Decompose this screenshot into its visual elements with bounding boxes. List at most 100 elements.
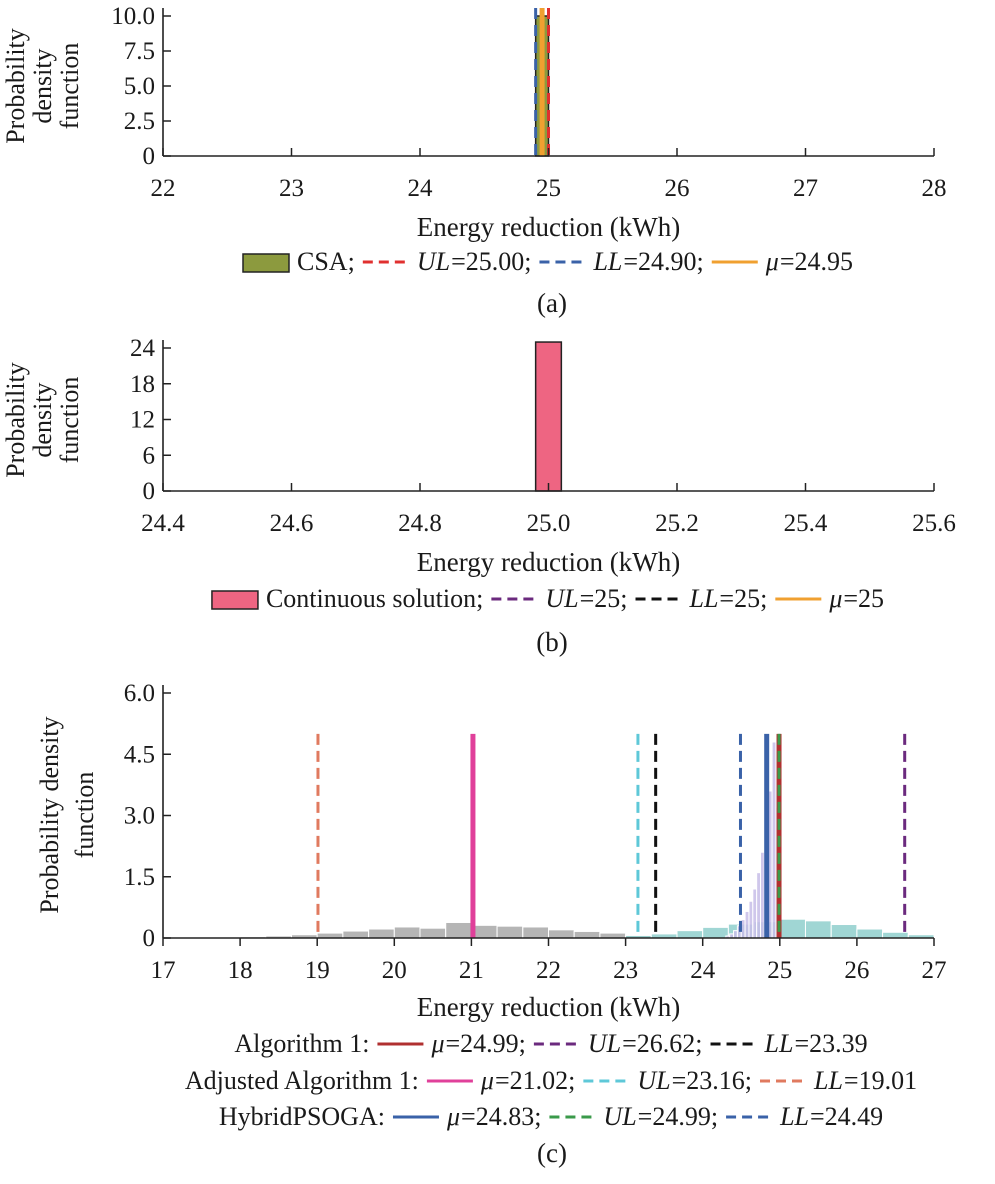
x-tick-label: 23 xyxy=(613,957,638,984)
x-tick-label: 17 xyxy=(151,957,176,984)
chart-panel-c: 17 18 19 20 21 22 23 24 25 26 27 0 1.5 3.0 4.5 6.0 Proba… xyxy=(35,680,947,1168)
y-axis-label: density xyxy=(28,382,57,457)
x-tick-label: 28 xyxy=(922,175,947,202)
y-tick-label: 0 xyxy=(143,925,156,952)
y-axis-label: function xyxy=(55,43,84,130)
y-axis-label: density xyxy=(28,48,57,123)
histogram-bar xyxy=(445,921,472,939)
x-tick-label: 25.0 xyxy=(527,510,571,537)
x-tick-label: 25 xyxy=(767,957,792,984)
legend-italic-label: UL xyxy=(417,247,450,276)
histogram-bar xyxy=(342,930,370,939)
x-tick-label: 23 xyxy=(279,175,304,202)
legend-label: =24.49 xyxy=(810,1102,883,1131)
histogram-bar xyxy=(534,341,563,492)
x-tick-label: 24.8 xyxy=(398,510,442,537)
legend: Algorithm 1: μ =24.99; UL =26.62; LL =23.39 xyxy=(234,1029,867,1058)
legend-italic-label: LL xyxy=(689,584,719,613)
x-tick-label: 27 xyxy=(793,175,818,202)
chart-panel-a: 22 23 24 25 26 27 28 0 2.5 5.0 7.5 10.0 Probabilityd… xyxy=(1,3,947,318)
histogram-bar xyxy=(733,930,738,939)
legend-italic-label: μ xyxy=(446,1102,460,1131)
histogram-bar xyxy=(548,929,575,939)
legend-prefix: HybridPSOGA: xyxy=(219,1102,385,1131)
x-tick-label: 20 xyxy=(382,957,407,984)
legend-label: =25; xyxy=(719,584,767,613)
legend-label: =25.00; xyxy=(451,247,531,276)
legend-italic-label: LL xyxy=(764,1029,794,1058)
legend: HybridPSOGA: μ =24.83; UL =24.99; LL =24.49 xyxy=(219,1102,883,1131)
x-tick-label: 27 xyxy=(922,957,947,984)
legend-italic-label: UL xyxy=(637,1066,670,1095)
x-tick-label: 26 xyxy=(665,175,690,202)
histogram-bar xyxy=(368,928,395,939)
x-tick-label: 25 xyxy=(536,175,561,202)
y-tick-label: 0 xyxy=(143,478,156,505)
histogram-bar xyxy=(702,926,729,939)
x-tick-label: 24 xyxy=(690,957,716,984)
legend-prefix: Adjusted Algorithm 1: xyxy=(185,1066,419,1095)
x-tick-label: 26 xyxy=(844,957,869,984)
histogram-bar xyxy=(756,872,762,939)
legend: CSA; UL =25.00; LL =24.90; μ =24.95 xyxy=(242,247,853,276)
x-axis-label: Energy reduction (kWh) xyxy=(417,547,680,577)
legend-label: CSA; xyxy=(297,247,355,276)
panel-label: (a) xyxy=(537,288,567,318)
legend-label: =24.99; xyxy=(446,1029,526,1058)
histogram-bar xyxy=(522,926,549,939)
x-tick-label: 22 xyxy=(536,957,561,984)
histogram-bar xyxy=(752,888,758,939)
x-tick-label: 22 xyxy=(151,175,176,202)
legend-entry xyxy=(211,590,259,610)
legend: Continuous solution; UL =25; LL =25; μ =25 xyxy=(211,584,884,613)
y-tick-label: 6.0 xyxy=(124,680,155,707)
legend-label: =19.01 xyxy=(844,1066,917,1095)
x-axis-label: Energy reduction (kWh) xyxy=(417,992,680,1022)
legend-swatch xyxy=(211,590,259,610)
y-tick-label: 1.5 xyxy=(124,864,155,891)
legend-italic-label: UL xyxy=(545,584,578,613)
histogram-bar xyxy=(419,927,447,939)
y-tick-label: 2.5 xyxy=(124,108,155,135)
legend-italic-label: μ xyxy=(480,1066,494,1095)
legend-label: =24.95 xyxy=(780,247,853,276)
y-tick-label: 7.5 xyxy=(124,38,155,65)
x-tick-label: 24 xyxy=(408,175,434,202)
legend-italic-label: μ xyxy=(430,1029,444,1058)
legend-italic-label: μ xyxy=(765,247,779,276)
legend-italic-label: LL xyxy=(813,1066,843,1095)
y-tick-label: 10.0 xyxy=(111,3,155,30)
y-tick-label: 18 xyxy=(130,371,155,398)
x-tick-label: 25.4 xyxy=(784,510,828,537)
histogram-bar xyxy=(856,928,884,939)
legend-label: =23.16; xyxy=(672,1066,752,1095)
histogram-bar xyxy=(804,920,832,939)
legend-label: =23.39 xyxy=(794,1029,867,1058)
legend-italic-label: UL xyxy=(588,1029,621,1058)
legend-label: Continuous solution; xyxy=(266,584,483,613)
legend-label: =24.83; xyxy=(461,1102,541,1131)
panel-label: (c) xyxy=(537,1138,567,1168)
histogram-bar xyxy=(676,930,704,939)
histogram-bar xyxy=(760,851,765,939)
x-tick-label: 24.4 xyxy=(141,510,185,537)
histogram-bar xyxy=(748,900,754,939)
chart-panel-b: 24.4 24.6 24.8 25.0 25.2 25.4 25.6 0 6 12 18 24 Prob… xyxy=(1,335,956,657)
legend-label: =21.02; xyxy=(495,1066,575,1095)
y-axis-label: function xyxy=(70,772,99,859)
y-tick-label: 0 xyxy=(143,143,156,170)
y-tick-label: 3.0 xyxy=(124,803,155,830)
legend-label: =24.99; xyxy=(638,1102,718,1131)
x-tick-label: 18 xyxy=(228,957,253,984)
legend-label: =25; xyxy=(580,584,628,613)
legend-italic-label: UL xyxy=(603,1102,636,1131)
legend-italic-label: μ xyxy=(828,584,842,613)
legend-label: =24.90; xyxy=(623,247,703,276)
legend-italic-label: LL xyxy=(592,247,622,276)
y-tick-label: 5.0 xyxy=(124,73,155,100)
legend-swatch xyxy=(242,253,290,273)
histogram-bar xyxy=(496,925,524,939)
legend-entry xyxy=(242,253,290,273)
histogram-bar xyxy=(393,926,421,939)
